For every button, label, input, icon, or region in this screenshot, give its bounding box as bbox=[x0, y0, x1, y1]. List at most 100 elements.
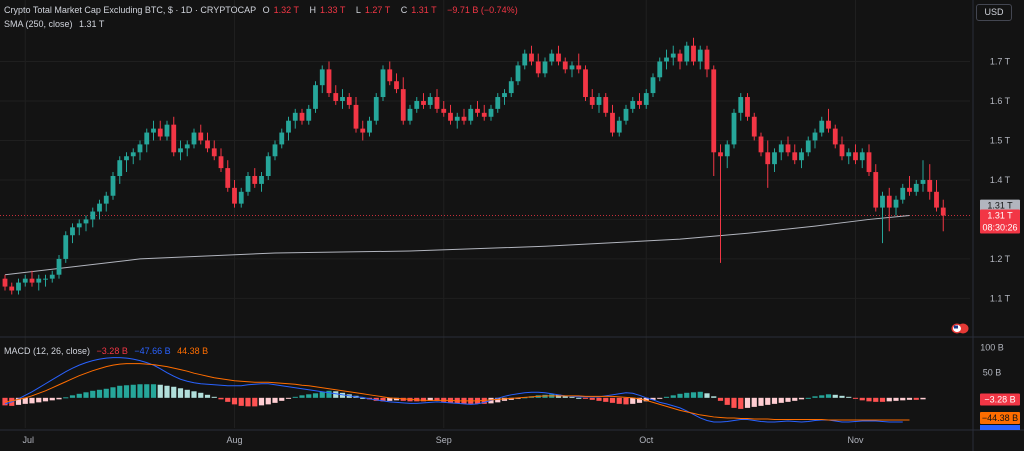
candle-body bbox=[650, 77, 656, 94]
candle-body bbox=[103, 195, 109, 204]
macd-histogram-bar bbox=[636, 397, 643, 403]
candle-body bbox=[711, 69, 717, 153]
macd-histogram-bar bbox=[63, 397, 69, 399]
candle-body bbox=[211, 148, 217, 157]
candle-body bbox=[488, 108, 494, 117]
candle-body bbox=[826, 120, 831, 129]
macd-tick-label: 100 B bbox=[980, 343, 1004, 353]
candle-body bbox=[130, 152, 136, 157]
candle-body bbox=[569, 65, 575, 70]
candle-body bbox=[765, 152, 771, 165]
sma-line bbox=[4, 214, 910, 276]
macd-histogram-bar bbox=[279, 397, 285, 401]
macd-histogram-bar bbox=[96, 389, 103, 398]
price-tick-label: 1.4 T bbox=[990, 175, 1011, 185]
candle-body bbox=[346, 97, 352, 105]
macd-histogram-bar bbox=[164, 385, 170, 398]
candle-body bbox=[353, 104, 359, 129]
candle-body bbox=[2, 278, 8, 287]
candle-body bbox=[758, 136, 764, 153]
macd-histogram-bar bbox=[508, 397, 514, 400]
candle-body bbox=[279, 132, 285, 145]
candle-body bbox=[738, 97, 744, 113]
candle-body bbox=[171, 124, 177, 153]
candle-body bbox=[596, 97, 602, 105]
candle-body bbox=[360, 128, 366, 133]
macd-legend[interactable]: MACD (12, 26, close) −3.28 B −47.66 B 44… bbox=[4, 345, 212, 357]
macd-histogram-bar bbox=[603, 397, 609, 402]
macd-histogram-bar bbox=[690, 392, 697, 398]
macd-histogram-bar bbox=[36, 397, 42, 403]
macd-histogram-bar bbox=[225, 397, 231, 402]
symbol-legend: Crypto Total Market Cap Excluding BTC, $… bbox=[4, 4, 522, 16]
candle-body bbox=[441, 108, 447, 113]
sma-legend[interactable]: SMA (250, close) 1.31 T bbox=[4, 18, 108, 30]
macd-histogram-value: −3.28 B bbox=[96, 346, 128, 356]
currency-button[interactable]: USD bbox=[976, 4, 1012, 21]
candle-body bbox=[792, 152, 798, 161]
candle-body bbox=[677, 53, 683, 62]
candle-body bbox=[940, 207, 946, 216]
candle-body bbox=[785, 144, 791, 153]
candle-body bbox=[603, 97, 609, 113]
candle-body bbox=[866, 152, 872, 173]
macd-histogram-bar bbox=[792, 397, 798, 401]
macd-histogram-bar bbox=[299, 395, 305, 398]
high-value: H 1.33 T bbox=[309, 5, 346, 15]
sma-value: 1.31 T bbox=[79, 19, 105, 29]
macd-histogram-bar bbox=[900, 397, 906, 401]
macd-histogram-bar bbox=[441, 397, 447, 402]
macd-line bbox=[4, 357, 903, 423]
macd-histogram-bar bbox=[906, 397, 913, 400]
us-flag-icon[interactable] bbox=[951, 323, 969, 334]
macd-histogram-bar bbox=[717, 397, 724, 401]
macd-histogram-bar bbox=[231, 397, 238, 405]
candle-body bbox=[151, 128, 156, 133]
candle-body bbox=[637, 100, 642, 105]
candle-body bbox=[907, 187, 912, 192]
candle-body bbox=[616, 120, 622, 133]
macd-histogram-bar bbox=[285, 397, 292, 399]
price-tick-label: 1.2 T bbox=[990, 254, 1011, 264]
candle-body bbox=[819, 120, 825, 133]
macd-histogram-bar bbox=[609, 397, 616, 403]
candle-body bbox=[124, 156, 129, 161]
macd-histogram-bar bbox=[677, 393, 683, 398]
last-price-label: 1.31 T bbox=[987, 210, 1013, 220]
macd-histogram-bar bbox=[238, 397, 244, 406]
candle-body bbox=[535, 61, 541, 74]
macd-histogram-bar bbox=[184, 389, 190, 398]
candle-body bbox=[772, 152, 777, 165]
candle-body bbox=[724, 144, 730, 157]
macd-histogram-bar bbox=[434, 397, 440, 401]
macd-histogram-bar bbox=[866, 397, 872, 402]
candle-body bbox=[137, 144, 143, 153]
candle-body bbox=[542, 61, 548, 74]
macd-histogram-bar bbox=[771, 397, 778, 404]
candle-body bbox=[319, 69, 325, 86]
macd-histogram-bar bbox=[650, 397, 656, 400]
macd-histogram-bar bbox=[265, 397, 271, 405]
candle-body bbox=[859, 152, 865, 161]
macd-histogram-bar bbox=[400, 397, 406, 401]
candle-body bbox=[562, 61, 568, 70]
symbol-title: Crypto Total Market Cap Excluding BTC, $… bbox=[4, 5, 257, 15]
candle-body bbox=[913, 183, 919, 192]
candle-body bbox=[839, 144, 845, 157]
candle-body bbox=[110, 176, 116, 196]
candle-body bbox=[238, 191, 244, 204]
candle-body bbox=[468, 108, 474, 121]
macd-histogram-bar bbox=[751, 397, 757, 407]
open-value: O 1.32 T bbox=[262, 5, 299, 15]
candle-body bbox=[893, 199, 899, 208]
candle-body bbox=[576, 65, 582, 70]
candle-body bbox=[508, 81, 514, 94]
macd-histogram-bar bbox=[542, 394, 548, 398]
candle-body bbox=[299, 112, 305, 121]
candle-body bbox=[454, 116, 460, 121]
candle-body bbox=[144, 132, 150, 145]
sma-label: SMA (250, close) bbox=[4, 19, 73, 29]
macd-histogram-bar bbox=[90, 390, 96, 398]
